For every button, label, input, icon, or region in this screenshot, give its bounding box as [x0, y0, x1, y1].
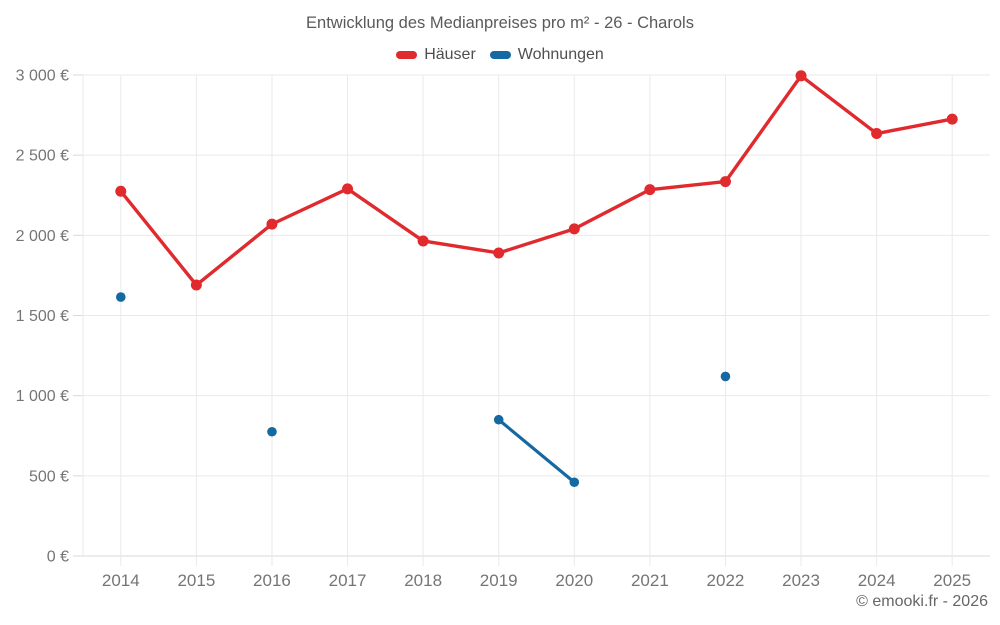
point-häuser-2024[interactable] [871, 128, 883, 140]
y-tick-label: 2 000 € [16, 228, 69, 245]
x-tick-label: 2022 [707, 571, 745, 590]
x-tick-label: 2021 [631, 571, 669, 590]
point-wohnungen-2020[interactable] [569, 477, 580, 488]
credit-text: © emooki.fr - 2026 [856, 593, 988, 610]
x-tick-label: 2020 [555, 571, 593, 590]
y-tick-label: 500 € [29, 468, 69, 485]
point-wohnungen-2022[interactable] [720, 371, 731, 382]
point-häuser-2025[interactable] [946, 113, 958, 125]
legend-item-haeuser[interactable]: Häuser [396, 46, 476, 64]
series-häuser [115, 70, 958, 291]
x-tick-label: 2017 [329, 571, 367, 590]
point-häuser-2020[interactable] [568, 223, 580, 235]
x-tick-label: 2023 [782, 571, 820, 590]
point-häuser-2018[interactable] [417, 235, 429, 247]
y-tick-label: 0 € [47, 549, 69, 566]
legend-item-wohnungen[interactable]: Wohnungen [489, 46, 604, 64]
series-line-wohnungen [497, 418, 576, 484]
series-line-häuser [119, 74, 954, 287]
point-häuser-2017[interactable] [342, 183, 354, 195]
x-tick-label: 2025 [933, 571, 971, 590]
x-tick-label: 2024 [858, 571, 896, 590]
x-tick-label: 2015 [177, 571, 215, 590]
haeuser-series-swatch [396, 51, 418, 59]
point-wohnungen-2014[interactable] [115, 292, 126, 302]
x-tick-label: 2014 [102, 571, 140, 590]
x-tick-label: 2016 [253, 571, 291, 590]
series-wohnungen [115, 292, 731, 488]
point-häuser-2016[interactable] [266, 218, 278, 230]
y-tick-label: 3 000 € [16, 68, 69, 85]
y-tick-label: 2 500 € [16, 148, 69, 165]
legend-label-haeuser: Häuser [424, 46, 476, 63]
point-häuser-2019[interactable] [493, 247, 505, 259]
legend-label-wohnungen: Wohnungen [517, 46, 604, 63]
chart-title: Entwicklung des Medianpreises pro m² - 2… [306, 14, 694, 32]
point-wohnungen-2019[interactable] [493, 414, 504, 425]
point-häuser-2014[interactable] [115, 185, 127, 197]
wohnungen-series-swatch [489, 51, 511, 59]
point-häuser-2022[interactable] [719, 176, 731, 188]
y-tick-label: 1 000 € [16, 388, 69, 405]
gridlines [73, 74, 990, 566]
chart-legend: Häuser Wohnungen [0, 46, 1000, 64]
y-tick-label: 1 500 € [16, 308, 69, 325]
point-häuser-2023[interactable] [795, 70, 807, 82]
point-häuser-2021[interactable] [644, 184, 656, 196]
point-häuser-2015[interactable] [190, 279, 202, 291]
x-tick-label: 2019 [480, 571, 518, 590]
x-tick-label: 2018 [404, 571, 442, 590]
point-wohnungen-2016[interactable] [267, 426, 277, 437]
